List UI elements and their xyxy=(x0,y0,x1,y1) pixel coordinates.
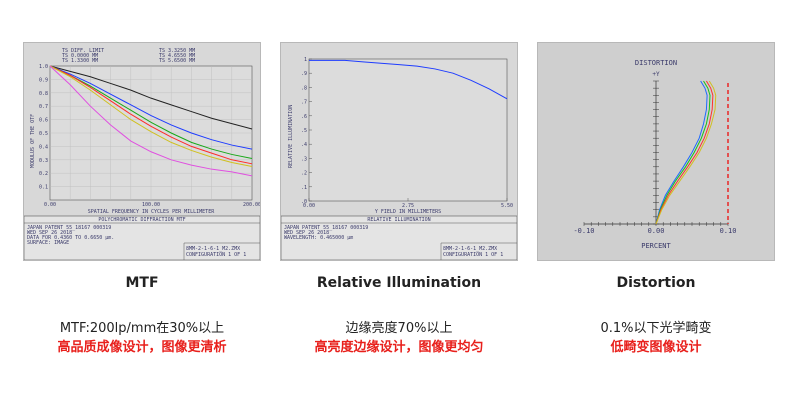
illumination-chart-panel: 0.00 2.75 5.50 1 .9 .8 .7 .6 .5 .4 .3 .2 .1 .0 RELATI… xyxy=(280,42,518,261)
illumination-chart: 0.00 2.75 5.50 1 .9 .8 .7 .6 .5 .4 .3 .2 .1 .0 RELATI… xyxy=(281,43,517,260)
mtf-legend-5: TS 5.6500 MM xyxy=(159,58,195,64)
mtf-y-tick-label: 0.3 xyxy=(39,158,48,164)
mtf-y-tick-label: 1.0 xyxy=(39,64,48,70)
mtf-series-line-5 xyxy=(49,65,253,177)
ri-footer-0: JAPAN PATENT 55_18167 000319 xyxy=(284,225,368,231)
mtf-x-tick-label: 200.00 xyxy=(243,202,260,208)
ri-y-tick-label: .0 xyxy=(301,199,307,205)
mtf-chart-panel: 0.00 100.00 200.00 1.0 0.9 0.8 0.7 0.6 0.5 0.4 0.3… xyxy=(23,42,261,261)
mtf-x-tick-label: 100.00 xyxy=(142,202,160,208)
dist-x-tick-label: 0.10 xyxy=(720,227,737,235)
mtf-chart: 0.00 100.00 200.00 1.0 0.9 0.8 0.7 0.6 0.5 0.4 0.3… xyxy=(24,43,260,260)
dist-series-line-3 xyxy=(655,80,717,225)
mtf-legend-0: TS DIFF. LIMIT xyxy=(62,48,104,54)
ri-x-tick-label: 2.75 xyxy=(402,203,414,209)
distortion-caption-line1: 0.1%以下光学畸变 xyxy=(600,321,712,336)
mtf-series-line-3 xyxy=(49,65,253,165)
mtf-y-tick-label: 0.4 xyxy=(39,144,48,150)
mtf-y-tick-label: 0.7 xyxy=(39,104,48,110)
ri-y-tick-label: .9 xyxy=(301,71,307,77)
ri-y-tick-label: 1 xyxy=(304,57,307,63)
mtf-y-tick-label: 0.5 xyxy=(39,131,48,137)
mtf-footer-0: JAPAN PATENT 55_18167 000319 xyxy=(27,225,111,231)
ri-y-tick-label: .6 xyxy=(301,114,307,120)
ri-y-tick-label: .1 xyxy=(301,185,307,191)
dist-ylabel: +Y xyxy=(652,71,660,78)
ri-title: RELATIVE ILLUMINATION xyxy=(367,217,430,223)
distortion-chart: DISTORTION +Y -0.10 0.00 0.10 PERCENT xyxy=(538,43,774,260)
mtf-legend-2: TS 1.3300 MM xyxy=(62,58,98,64)
mtf-series-line-0 xyxy=(49,65,253,130)
mtf-series-line-2 xyxy=(49,65,253,159)
mtf-y-tick-label: 0.2 xyxy=(39,171,48,177)
mtf-footer-2: DATA FOR 0.4360 TO 0.6650 µm. xyxy=(27,235,114,241)
mtf-footer-3: SURFACE: IMAGE xyxy=(27,240,69,246)
ri-footer-2: WAVELENGTH: 0.465000 µm xyxy=(284,235,353,241)
ri-y-tick-label: .7 xyxy=(301,100,307,106)
ri-xlabel: Y FIELD IN MILLIMETERS xyxy=(375,209,441,215)
ri-footer-1: WED SEP 26 2018 xyxy=(284,230,329,236)
mtf-caption-line1: MTF:200lp/mm在30%以上 xyxy=(59,321,225,336)
dist-series-line-1 xyxy=(655,80,711,225)
distortion-caption-line2: 低畸变图像设计 xyxy=(610,340,702,355)
mtf-title: POLYCHROMATIC DIFFRACTION MTF xyxy=(98,217,185,223)
dist-title: DISTORTION xyxy=(635,59,677,67)
illumination-caption-line1: 边缘亮度70%以上 xyxy=(345,321,453,336)
mtf-x-tick-label: 0.00 xyxy=(44,202,56,208)
distortion-caption-title: Distortion xyxy=(616,275,696,291)
dist-xlabel: PERCENT xyxy=(641,242,671,250)
mtf-y-tick-label: 0.9 xyxy=(39,77,48,83)
illumination-caption-line2: 高亮度边缘设计，图像更均匀 xyxy=(314,340,484,355)
mtf-xlabel: SPATIAL FREQUENCY IN CYCLES PER MILLIMET… xyxy=(88,209,215,215)
dist-series-line-0 xyxy=(655,80,708,225)
mtf-series-line-1 xyxy=(49,65,253,150)
mtf-caption-title: MTF xyxy=(125,275,159,291)
dist-x-tick-label: 0.00 xyxy=(648,227,665,235)
ri-y-tick-label: .2 xyxy=(301,171,307,177)
ri-ylabel: RELATIVE ILLUMINATION xyxy=(288,105,294,168)
ri-x-tick-label: 5.50 xyxy=(501,203,513,209)
mtf-footer-1: WED SEP 26 2018 xyxy=(27,230,72,236)
mtf-y-tick-label: 0.1 xyxy=(39,185,48,191)
ri-y-tick-label: .3 xyxy=(301,156,307,162)
ri-y-tick-label: .5 xyxy=(301,128,307,134)
ri-footer-right-1: CONFIGURATION 1 OF 1 xyxy=(443,252,503,258)
ri-y-tick-label: .4 xyxy=(301,142,307,148)
mtf-legend-3: TS 3.3250 MM xyxy=(159,48,195,54)
distortion-chart-panel: DISTORTION +Y -0.10 0.00 0.10 PERCENT xyxy=(537,42,775,261)
mtf-series-line-4 xyxy=(49,65,253,167)
mtf-footer-right-0: 8MM-2-1-6-1_M2.ZMX xyxy=(186,246,240,252)
ri-footer-right-0: 8MM-2-1-6-1_M2.ZMX xyxy=(443,246,497,252)
illumination-caption-title: Relative Illumination xyxy=(316,275,482,291)
mtf-footer-right-1: CONFIGURATION 1 OF 1 xyxy=(186,252,246,258)
mtf-caption-line2: 高品质成像设计，图像更清析 xyxy=(57,340,227,355)
ri-series-line-0 xyxy=(309,59,508,100)
dist-series-line-2 xyxy=(655,80,714,225)
mtf-legend-4: TS 4.6550 MM xyxy=(159,53,195,59)
ri-x-tick-label: 0.00 xyxy=(303,203,315,209)
ri-y-tick-label: .8 xyxy=(301,85,307,91)
mtf-y-tick-label: 0.6 xyxy=(39,118,48,124)
mtf-y-tick-label: 0.8 xyxy=(39,91,48,97)
mtf-legend-1: TS 0.0000 MM xyxy=(62,53,98,59)
dist-x-tick-label: -0.10 xyxy=(573,227,594,235)
mtf-ylabel: MODULUS OF THE OTF xyxy=(30,114,36,168)
